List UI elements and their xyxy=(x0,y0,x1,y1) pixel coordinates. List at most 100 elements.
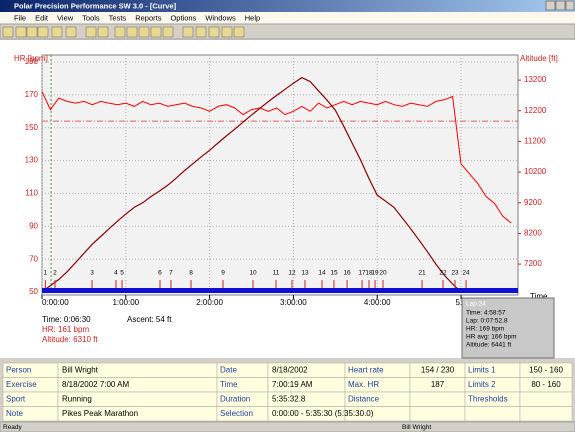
cell-label: Note xyxy=(6,409,23,418)
lap-label[interactable]: 17 xyxy=(358,270,366,277)
x-tick-label: 3:00:00 xyxy=(280,298,307,307)
toolbar-button[interactable] xyxy=(26,26,38,38)
tooltip-line: Time: 4:58:57 xyxy=(466,310,506,317)
lap-label[interactable]: 19 xyxy=(371,270,379,277)
tooltip-title: Lap 24 xyxy=(466,301,486,308)
lap-label[interactable]: 12 xyxy=(288,270,296,277)
cell-label: Sport xyxy=(6,395,26,404)
toolbar-button[interactable] xyxy=(85,26,97,38)
y-tick-label: 190 xyxy=(25,57,39,66)
toolbar-button[interactable] xyxy=(65,26,77,38)
toolbar-button[interactable] xyxy=(37,26,49,38)
lap-label[interactable]: 18 xyxy=(365,270,373,277)
series-line xyxy=(41,91,512,224)
cell-value: 0:00:00 - 5:35:30 (5:35:30.0) xyxy=(272,409,374,418)
lap-label[interactable]: 20 xyxy=(379,270,387,277)
y2-tick-label: 7200 xyxy=(524,259,542,268)
toolbar-button[interactable] xyxy=(182,26,194,38)
menu-item[interactable]: File xyxy=(14,13,26,22)
lap-label[interactable]: 6 xyxy=(158,270,162,277)
cell-label: Heart rate xyxy=(348,366,384,375)
lap-label[interactable]: 14 xyxy=(318,270,326,277)
lap-label[interactable]: 9 xyxy=(221,270,225,277)
toolbar-button[interactable] xyxy=(233,26,245,38)
toolbar-button[interactable] xyxy=(221,26,233,38)
lap-label[interactable]: 21 xyxy=(418,270,426,277)
lap-label[interactable]: 2 xyxy=(53,270,57,277)
minimize-button[interactable] xyxy=(545,0,556,11)
table-cell xyxy=(519,406,573,422)
y2-tick-label: 11200 xyxy=(524,137,546,146)
toolbar-button[interactable] xyxy=(2,26,14,38)
tooltip xyxy=(461,297,555,359)
x-tick-label: 0:00:00 xyxy=(42,298,69,307)
title-bar xyxy=(0,0,575,12)
lap-label[interactable]: 10 xyxy=(249,270,257,277)
table-cell xyxy=(409,406,466,422)
cell-label: Exercise xyxy=(6,380,37,389)
toolbar-button[interactable] xyxy=(126,26,138,38)
menu-item[interactable]: Edit xyxy=(35,13,49,22)
lap-label[interactable]: 11 xyxy=(273,270,280,277)
lap-label[interactable]: 13 xyxy=(301,270,309,277)
window-title: Polar Precision Performance SW 3.0 - [Cu… xyxy=(14,1,177,10)
lap-band xyxy=(42,288,518,293)
x-tick-label: 5:0 xyxy=(455,298,467,307)
toolbar-button[interactable] xyxy=(150,26,162,38)
lap-label[interactable]: 24 xyxy=(462,270,470,277)
lap-label[interactable]: 22 xyxy=(439,270,447,277)
maximize-button[interactable] xyxy=(555,0,566,11)
menu-item[interactable]: Options xyxy=(170,13,196,22)
cell-value: Bill Wright xyxy=(62,366,99,375)
status-text: Ready xyxy=(3,424,23,431)
cell-value: 5:35:32.8 xyxy=(272,395,306,404)
toolbar-button[interactable] xyxy=(15,26,27,38)
menu-item[interactable]: View xyxy=(57,13,74,22)
x-tick-label: 1:00:00 xyxy=(112,298,139,307)
lap-label[interactable]: 5 xyxy=(120,270,124,277)
cell-label: Time xyxy=(220,380,238,389)
toolbar-button[interactable] xyxy=(195,26,207,38)
y2-axis-title: Altitude [ft] xyxy=(520,54,558,63)
lap-label[interactable]: 8 xyxy=(189,270,193,277)
y2-tick-label: 9200 xyxy=(524,198,542,207)
lap-label[interactable]: 4 xyxy=(114,270,118,277)
status-user: Bill Wright xyxy=(402,424,431,431)
y-tick-label: 150 xyxy=(25,123,39,132)
lap-label[interactable]: 23 xyxy=(451,270,459,277)
menu-item[interactable]: Tests xyxy=(109,13,127,22)
tooltip-line: Lap: 0:07:52.8 xyxy=(466,318,508,325)
toolbar-button[interactable] xyxy=(51,26,63,38)
menu-bar xyxy=(0,12,575,24)
toolbar-button[interactable] xyxy=(114,26,126,38)
cell-value: Running xyxy=(62,395,92,404)
info-ascent: Ascent: 54 ft xyxy=(127,315,172,324)
menu-item[interactable]: Reports xyxy=(135,13,162,22)
lap-label[interactable]: 3 xyxy=(90,270,94,277)
cell-label: Thresholds xyxy=(468,395,508,404)
y-tick-label: 50 xyxy=(29,287,38,296)
cell-label: Limits 1 xyxy=(468,366,496,375)
close-button[interactable] xyxy=(565,0,575,11)
lap-label[interactable]: 7 xyxy=(169,270,173,277)
x-axis-title: Time xyxy=(530,292,548,301)
y-tick-label: 110 xyxy=(25,189,38,198)
cell-label: Date xyxy=(220,366,237,375)
y-axis-title: HR [bpm] xyxy=(14,54,48,63)
table-cell xyxy=(409,391,466,407)
lap-label[interactable]: 15 xyxy=(330,270,338,277)
toolbar-button[interactable] xyxy=(208,26,220,38)
cell-label: Distance xyxy=(348,395,380,404)
toolbar-button[interactable] xyxy=(138,26,150,38)
menu-item[interactable]: Tools xyxy=(82,13,100,22)
lap-label[interactable]: 1 xyxy=(44,270,48,277)
cell-label: Selection xyxy=(220,409,253,418)
cell-value: 154 / 230 xyxy=(421,366,455,375)
toolbar-button[interactable] xyxy=(162,26,174,38)
cell-value: 150 - 160 xyxy=(529,366,563,375)
menu-item[interactable]: Windows xyxy=(205,13,236,22)
lap-label[interactable]: 16 xyxy=(343,270,351,277)
menu-item[interactable]: Help xyxy=(245,13,260,22)
toolbar-button[interactable] xyxy=(97,26,109,38)
